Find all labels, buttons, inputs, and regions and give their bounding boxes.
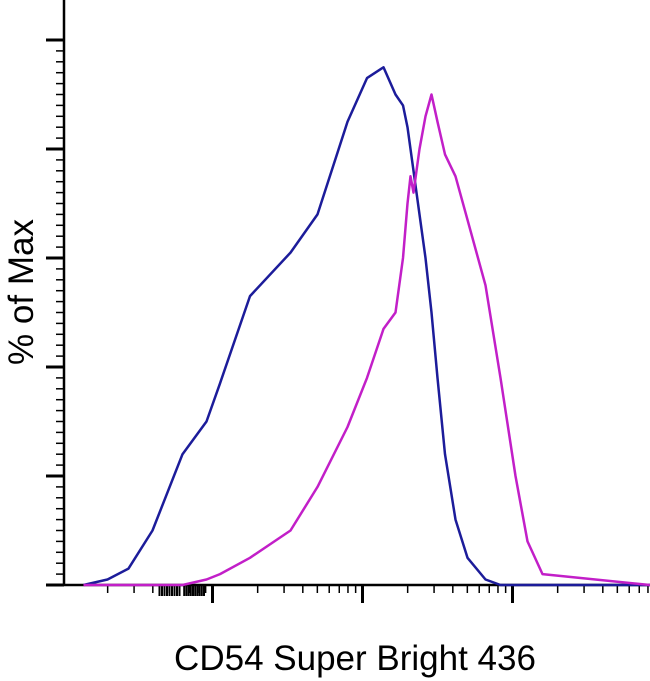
series-line-2	[83, 93, 650, 587]
series-layer	[83, 66, 650, 587]
x-axis-ticks	[106, 585, 649, 603]
y-axis-ticks	[46, 38, 64, 587]
x-axis-label: CD54 Super Bright 436	[174, 639, 536, 678]
y-axis-label: % of Max	[2, 219, 41, 365]
series-line-1	[83, 66, 650, 587]
y-axis	[46, 0, 66, 587]
x-axis	[64, 583, 650, 603]
